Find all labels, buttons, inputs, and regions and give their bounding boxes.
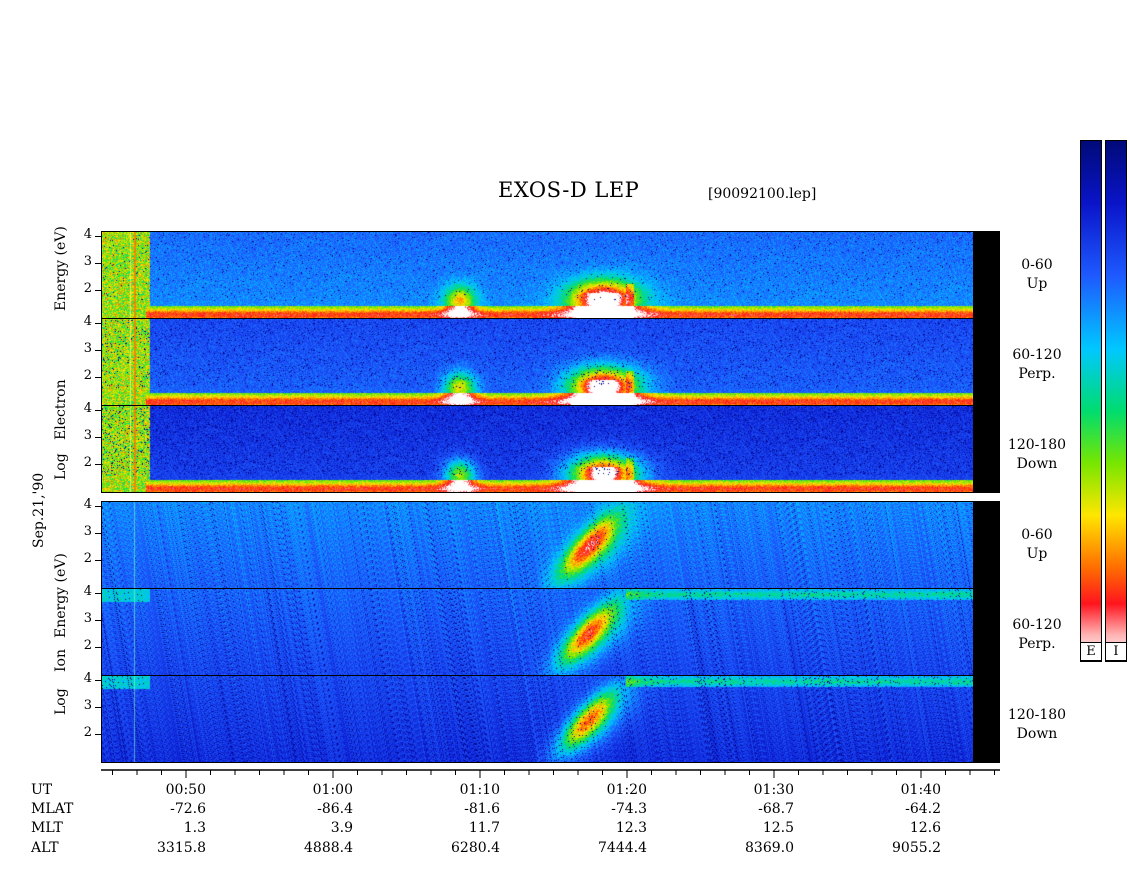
- y-tick-label: 3: [83, 698, 92, 714]
- y-tick-label: 3: [83, 254, 92, 270]
- y-tick-label: 3: [83, 524, 92, 540]
- x-axis-value-alt: 7444.4: [598, 840, 647, 856]
- y-tick-mark: [95, 377, 101, 379]
- x-axis-value-mlat: -86.4: [317, 801, 353, 817]
- x-axis-value-mlt: 12.6: [909, 820, 941, 836]
- x-axis-value-mlt: 11.7: [468, 820, 500, 836]
- x-axis-value-ut: 01:40: [900, 782, 941, 798]
- x-axis: [101, 769, 1000, 778]
- y-tick-mark: [95, 350, 101, 352]
- ion-panel-down: [101, 675, 975, 763]
- y-tick-mark: [95, 464, 101, 466]
- y-tick-mark: [95, 410, 101, 412]
- y-tick-label: 2: [83, 551, 92, 567]
- x-axis-value-ut: 01:20: [606, 782, 647, 798]
- x-axis-value-ut: 01:00: [312, 782, 353, 798]
- x-axis-value-alt: 8369.0: [745, 840, 794, 856]
- y-tick-label: 2: [83, 368, 92, 384]
- ion-spectrogram-perp: [102, 589, 974, 675]
- ion-panel-up: [101, 501, 975, 589]
- ion-panel-up-label: 0-60 Up: [1021, 527, 1053, 562]
- colorbar-ion-label: I: [1105, 642, 1127, 661]
- ion-ylabel-word-ion: Ion: [53, 649, 69, 672]
- row-header-mlt: MLT: [31, 820, 63, 836]
- ion-panel-down-label: 120-180 Down: [1007, 707, 1067, 742]
- y-tick-label: 4: [83, 497, 92, 513]
- y-tick-label: 4: [83, 314, 92, 330]
- y-tick-label: 4: [83, 671, 92, 687]
- electron-panel-down-label: 120-180 Down: [1007, 437, 1067, 472]
- row-header-mlat: MLAT: [31, 801, 74, 817]
- y-tick-label: 4: [83, 227, 92, 243]
- y-tick-mark: [95, 620, 101, 622]
- y-tick-mark: [95, 236, 101, 238]
- y-tick-label: 2: [83, 455, 92, 471]
- y-tick-label: 4: [83, 401, 92, 417]
- y-tick-mark: [95, 647, 101, 649]
- x-axis-value-mlt: 12.5: [762, 820, 794, 836]
- data-gap-ion: [973, 501, 1000, 763]
- x-axis-value-mlt: 3.9: [330, 820, 353, 836]
- electron-spectrogram-perp: [102, 319, 974, 405]
- x-axis-value-alt: 9055.2: [892, 840, 941, 856]
- y-tick-mark: [95, 437, 101, 439]
- x-axis-value-mlat: -74.3: [611, 801, 647, 817]
- y-tick-mark: [95, 506, 101, 508]
- electron-ylabel-word-energy-ev: Energy (eV): [53, 226, 69, 311]
- y-tick-mark: [95, 560, 101, 562]
- y-tick-label: 4: [83, 584, 92, 600]
- y-tick-mark: [95, 734, 101, 736]
- electron-panel-down: [101, 405, 975, 493]
- x-axis-value-mlat: -72.6: [170, 801, 206, 817]
- x-axis-value-mlt: 1.3: [183, 820, 206, 836]
- x-axis-value-ut: 00:50: [165, 782, 206, 798]
- x-axis-value-alt: 4888.4: [304, 840, 353, 856]
- electron-panel-perp-label: 60-120 Perp.: [1012, 347, 1062, 382]
- x-axis-value-mlat: -64.2: [905, 801, 941, 817]
- colorbar-electron-label: E: [1080, 642, 1102, 661]
- y-tick-label: 2: [83, 638, 92, 654]
- x-axis-value-mlt: 12.3: [615, 820, 647, 836]
- y-tick-mark: [95, 593, 101, 595]
- electron-panel-up: [101, 231, 975, 319]
- colorbar-electron: [1080, 140, 1102, 662]
- electron-spectrogram-down: [102, 406, 974, 492]
- y-tick-label: 2: [83, 281, 92, 297]
- row-header-ut: UT: [31, 782, 53, 798]
- x-axis-value-alt: 3315.8: [157, 840, 206, 856]
- x-axis-value-alt: 6280.4: [451, 840, 500, 856]
- y-tick-label: 2: [83, 725, 92, 741]
- row-header-alt: ALT: [31, 840, 59, 856]
- ion-spectrogram-down: [102, 676, 974, 762]
- y-tick-mark: [95, 290, 101, 292]
- electron-ylabel-word-electron: Electron: [53, 379, 69, 440]
- chart-title: EXOS-D LEP: [498, 178, 640, 202]
- ion-ylabel-word-energy-ev: Energy (eV): [53, 553, 69, 638]
- y-tick-mark: [95, 533, 101, 535]
- x-axis-value-mlat: -68.7: [758, 801, 794, 817]
- file-label: [90092100.lep]: [708, 186, 817, 202]
- date-label: Sep.21,'90: [31, 472, 47, 548]
- electron-spectrogram-up: [102, 232, 974, 318]
- y-tick-mark: [95, 680, 101, 682]
- electron-ylabel-word-log: Log: [53, 453, 69, 480]
- y-tick-label: 3: [83, 611, 92, 627]
- ion-spectrogram-up: [102, 502, 974, 588]
- ion-ylabel-word-log: Log: [53, 688, 69, 715]
- ion-panel-perp-label: 60-120 Perp.: [1012, 617, 1062, 652]
- x-axis-value-ut: 01:30: [753, 782, 794, 798]
- x-axis-value-ut: 01:10: [459, 782, 500, 798]
- electron-panel-up-label: 0-60 Up: [1021, 257, 1053, 292]
- ion-panel-perp: [101, 588, 975, 676]
- y-tick-label: 3: [83, 428, 92, 444]
- y-tick-mark: [95, 263, 101, 265]
- colorbar-ion: [1105, 140, 1127, 662]
- y-tick-label: 3: [83, 341, 92, 357]
- electron-panel-perp: [101, 318, 975, 406]
- x-axis-value-mlat: -81.6: [464, 801, 500, 817]
- y-tick-mark: [95, 707, 101, 709]
- y-tick-mark: [95, 323, 101, 325]
- data-gap-electron: [973, 231, 1000, 493]
